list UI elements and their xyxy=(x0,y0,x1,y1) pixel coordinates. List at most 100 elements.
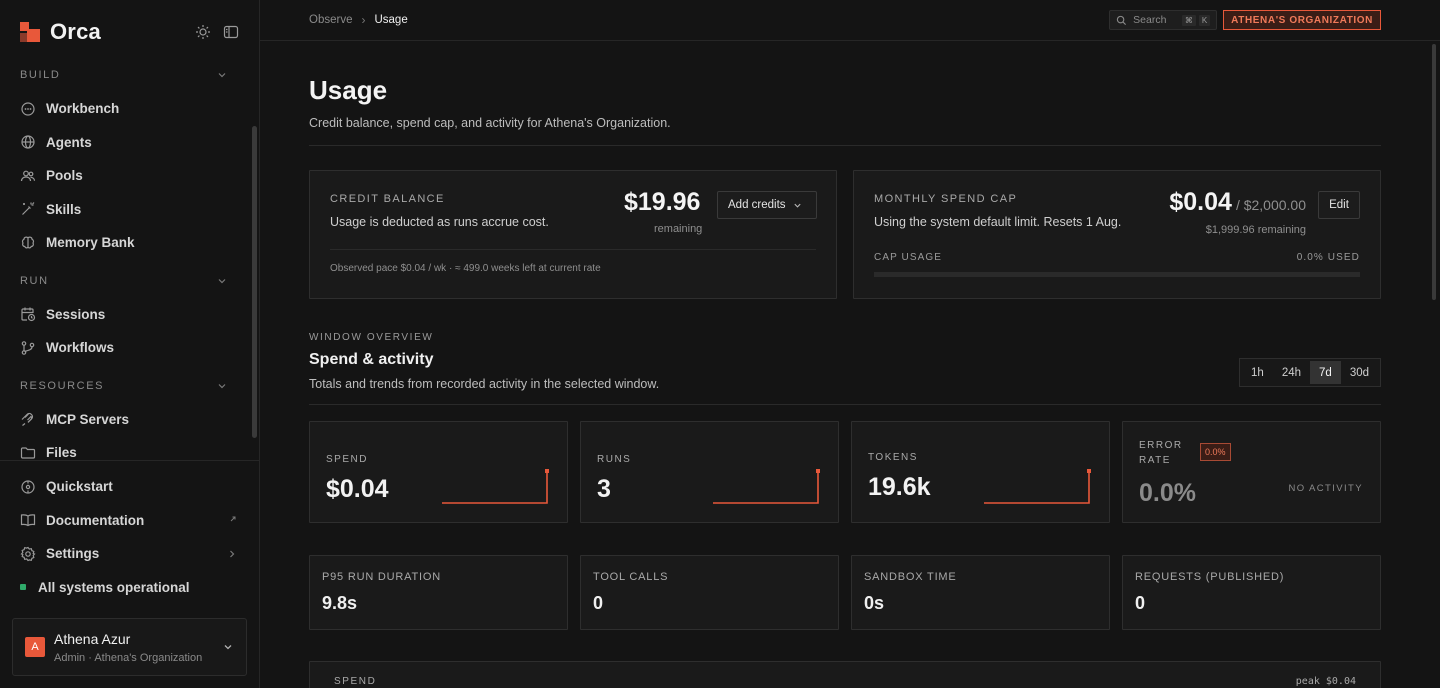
sidebar-item-label: Skills xyxy=(46,201,82,217)
brand: Orca xyxy=(0,0,259,64)
spend-cap-card: MONTHLY SPEND CAP Using the system defau… xyxy=(853,170,1381,299)
range-7d[interactable]: 7d xyxy=(1310,361,1341,384)
add-credits-button[interactable]: Add credits xyxy=(717,191,817,219)
stat-value: 19.6k xyxy=(868,473,931,501)
divider xyxy=(309,404,1381,405)
spend-cap-label: MONTHLY SPEND CAP xyxy=(874,193,1018,205)
sidebar-item-documentation[interactable]: Documentation xyxy=(0,504,259,538)
chevron-down-icon xyxy=(793,203,801,208)
system-status[interactable]: All systems operational xyxy=(0,571,259,604)
overview-title: Spend & activity xyxy=(309,351,434,368)
sidebar-scrollbar[interactable] xyxy=(252,126,257,438)
sidebar-item-sessions[interactable]: Sessions xyxy=(0,298,259,332)
credit-amount: $19.96 xyxy=(624,188,701,216)
chat-bubble-icon xyxy=(20,101,36,117)
sidebar-item-label: Quickstart xyxy=(46,479,113,495)
stat-spend: SPEND $0.04 xyxy=(309,421,568,523)
sidebar-bottom: Quickstart Documentation Settings All sy… xyxy=(0,460,259,604)
chevron-down-icon xyxy=(218,73,226,78)
cap-usage-bar xyxy=(874,272,1360,277)
window-overview: WINDOW OVERVIEW Spend & activity Totals … xyxy=(309,332,1381,405)
credit-pace: Observed pace $0.04 / wk · ≈ 499.0 weeks… xyxy=(330,263,601,274)
book-icon xyxy=(20,512,36,528)
section-title: RUN xyxy=(20,274,49,287)
sidebar-item-label: Pools xyxy=(46,168,83,184)
git-branch-icon xyxy=(20,340,36,356)
stat-value: 0 xyxy=(593,593,604,613)
stat-label: SANDBOX TIME xyxy=(864,571,957,583)
stat-value: 3 xyxy=(597,475,611,503)
status-text: All systems operational xyxy=(38,579,190,595)
sidebar-nav: BUILD Workbench Agents Pools Skills xyxy=(0,64,259,460)
brain-icon xyxy=(20,235,36,251)
sidebar-item-label: Documentation xyxy=(46,512,145,528)
breadcrumb-separator: › xyxy=(361,13,366,27)
overview-label: WINDOW OVERVIEW xyxy=(309,332,434,343)
brand-name: Orca xyxy=(50,19,101,44)
range-30d[interactable]: 30d xyxy=(1349,366,1369,379)
sidebar-item-agents[interactable]: Agents xyxy=(0,126,259,160)
chevron-down-icon xyxy=(224,645,232,650)
main-scrollbar[interactable] xyxy=(1432,44,1436,300)
no-activity-note: NO ACTIVITY xyxy=(1288,483,1363,494)
sidebar: Orca BUILD Workbench Age xyxy=(0,0,260,688)
sun-icon[interactable] xyxy=(195,24,211,40)
edit-spend-cap-button[interactable]: Edit xyxy=(1318,191,1360,219)
stat-value: 9.8s xyxy=(322,593,358,613)
stat-value: $0.04 xyxy=(326,475,389,503)
sidebar-item-mcp-servers[interactable]: MCP Servers xyxy=(0,403,259,437)
sidebar-item-quickstart[interactable]: Quickstart xyxy=(0,470,259,504)
sidebar-item-pools[interactable]: Pools xyxy=(0,159,259,193)
external-link-icon xyxy=(230,516,236,522)
page-title: Usage xyxy=(309,75,388,105)
divider xyxy=(309,145,1381,146)
range-1h[interactable]: 1h xyxy=(1251,366,1264,379)
user-menu[interactable]: A Athena Azur Admin · Athena's Organizat… xyxy=(12,618,247,676)
sidebar-item-files[interactable]: Files xyxy=(0,436,259,460)
folder-icon xyxy=(20,445,36,460)
breadcrumb-usage: Usage xyxy=(374,14,408,26)
sidebar-item-label: Memory Bank xyxy=(46,235,135,251)
topbar: Observe › Usage Search ⌘ K ATHENA'S ORGA… xyxy=(260,0,1440,41)
stat-label: P95 RUN DURATION xyxy=(322,571,441,583)
sidebar-item-skills[interactable]: Skills xyxy=(0,193,259,227)
sidebar-item-label: Sessions xyxy=(46,306,106,322)
user-name: Athena Azur xyxy=(54,630,131,647)
section-run[interactable]: RUN xyxy=(0,270,259,292)
section-title: RESOURCES xyxy=(20,379,105,392)
stat-label: SPEND xyxy=(326,454,368,465)
stat-label: REQUESTS (PUBLISHED) xyxy=(1135,571,1285,583)
error-rate-badge: 0.0% xyxy=(1200,443,1231,461)
section-resources[interactable]: RESOURCES xyxy=(0,375,259,397)
sidebar-item-settings[interactable]: Settings xyxy=(0,537,259,571)
spend-cap-limit: / $2,000.00 xyxy=(1235,197,1306,213)
spend-cap-amount: $0.04 xyxy=(1169,188,1232,216)
range-24h[interactable]: 24h xyxy=(1281,366,1302,379)
user-role: Admin · Athena's Organization xyxy=(54,651,203,664)
rocket-icon xyxy=(20,479,36,495)
chevron-right-icon xyxy=(230,550,235,558)
avatar: A xyxy=(25,637,45,657)
spend-sparkline xyxy=(442,469,549,504)
divider xyxy=(330,249,816,250)
org-switcher[interactable]: ATHENA'S ORGANIZATION xyxy=(1223,10,1381,30)
sidebar-item-workflows[interactable]: Workflows xyxy=(0,331,259,365)
search-input[interactable]: Search ⌘ K xyxy=(1109,10,1218,30)
usage-page: Usage Credit balance, spend cap, and act… xyxy=(309,41,1381,688)
search-placeholder: Search xyxy=(1133,14,1167,26)
add-credits-label: Add credits xyxy=(728,199,786,211)
sidebar-item-memory-bank[interactable]: Memory Bank xyxy=(0,226,259,260)
sidebar-toggle-icon[interactable] xyxy=(223,24,239,40)
breadcrumb-observe[interactable]: Observe xyxy=(309,14,353,26)
stat-label: RUNS xyxy=(597,454,632,465)
chevron-down-icon xyxy=(218,278,226,283)
sidebar-item-label: Files xyxy=(46,445,77,460)
section-build[interactable]: BUILD xyxy=(0,64,259,86)
sidebar-item-label: Agents xyxy=(46,134,92,150)
sidebar-item-label: Workbench xyxy=(46,101,120,117)
kbd-k: K xyxy=(1198,14,1211,26)
calendar-clock-icon xyxy=(20,306,36,322)
sidebar-item-label: Workflows xyxy=(46,340,115,356)
sidebar-item-workbench[interactable]: Workbench xyxy=(0,92,259,126)
stat-sandbox-time: SANDBOX TIME 0s xyxy=(851,555,1110,630)
